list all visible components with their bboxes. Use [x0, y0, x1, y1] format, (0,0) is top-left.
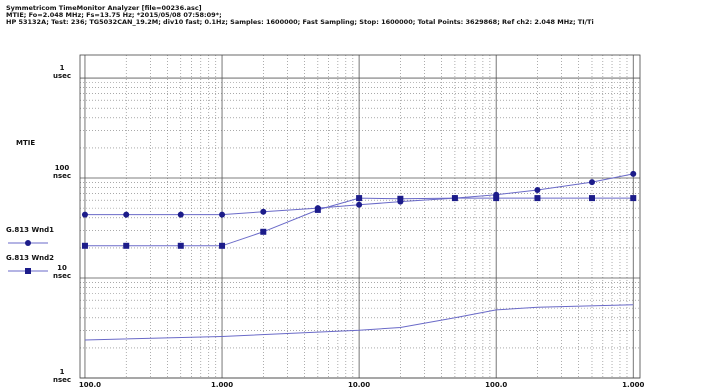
marker	[25, 240, 31, 246]
marker	[81, 211, 88, 218]
marker	[81, 242, 88, 249]
marker	[630, 170, 637, 177]
marker	[177, 242, 184, 249]
legend-label: G.813 Wnd2	[6, 254, 54, 262]
marker	[177, 211, 184, 218]
plot-frame	[79, 54, 641, 379]
marker	[314, 206, 321, 213]
y-tick-label: 10 nsec	[53, 264, 71, 280]
x-tick-label: 100.0	[79, 381, 101, 389]
y-tick-label: 1 nsec	[53, 368, 71, 384]
marker	[25, 268, 31, 274]
header-line: HP 53132A; Test: 236; TG5032CAN_19.2M; d…	[6, 18, 594, 26]
marker	[588, 179, 595, 186]
marker	[219, 242, 226, 249]
x-tick-label: 1.000	[211, 381, 233, 389]
marker	[260, 208, 267, 215]
marker	[397, 195, 404, 202]
marker	[356, 195, 363, 202]
x-tick-label: 1.000	[622, 381, 644, 389]
marker	[451, 195, 458, 202]
y-tick-label: 100 nsec	[53, 164, 71, 180]
marker	[493, 195, 500, 202]
marker	[123, 242, 130, 249]
header-line: MTIE; Fo=2.048 MHz; Fs=13.75 Hz; *2015/0…	[6, 11, 222, 19]
marker	[260, 228, 267, 235]
y-axis-label: MTIE	[16, 139, 35, 147]
legend-label: G.813 Wnd1	[6, 226, 54, 234]
marker	[630, 195, 637, 202]
x-tick-label: 10.00	[348, 381, 370, 389]
marker	[534, 186, 541, 193]
x-tick-label: 100.0	[485, 381, 507, 389]
series-line	[84, 304, 634, 341]
marker	[219, 211, 226, 218]
header-line: Symmetricom TimeMonitor Analyzer [file=0…	[6, 4, 202, 12]
marker	[534, 195, 541, 202]
marker	[123, 211, 130, 218]
marker	[356, 201, 363, 208]
marker	[588, 195, 595, 202]
y-tick-label: 1 usec	[53, 64, 71, 80]
